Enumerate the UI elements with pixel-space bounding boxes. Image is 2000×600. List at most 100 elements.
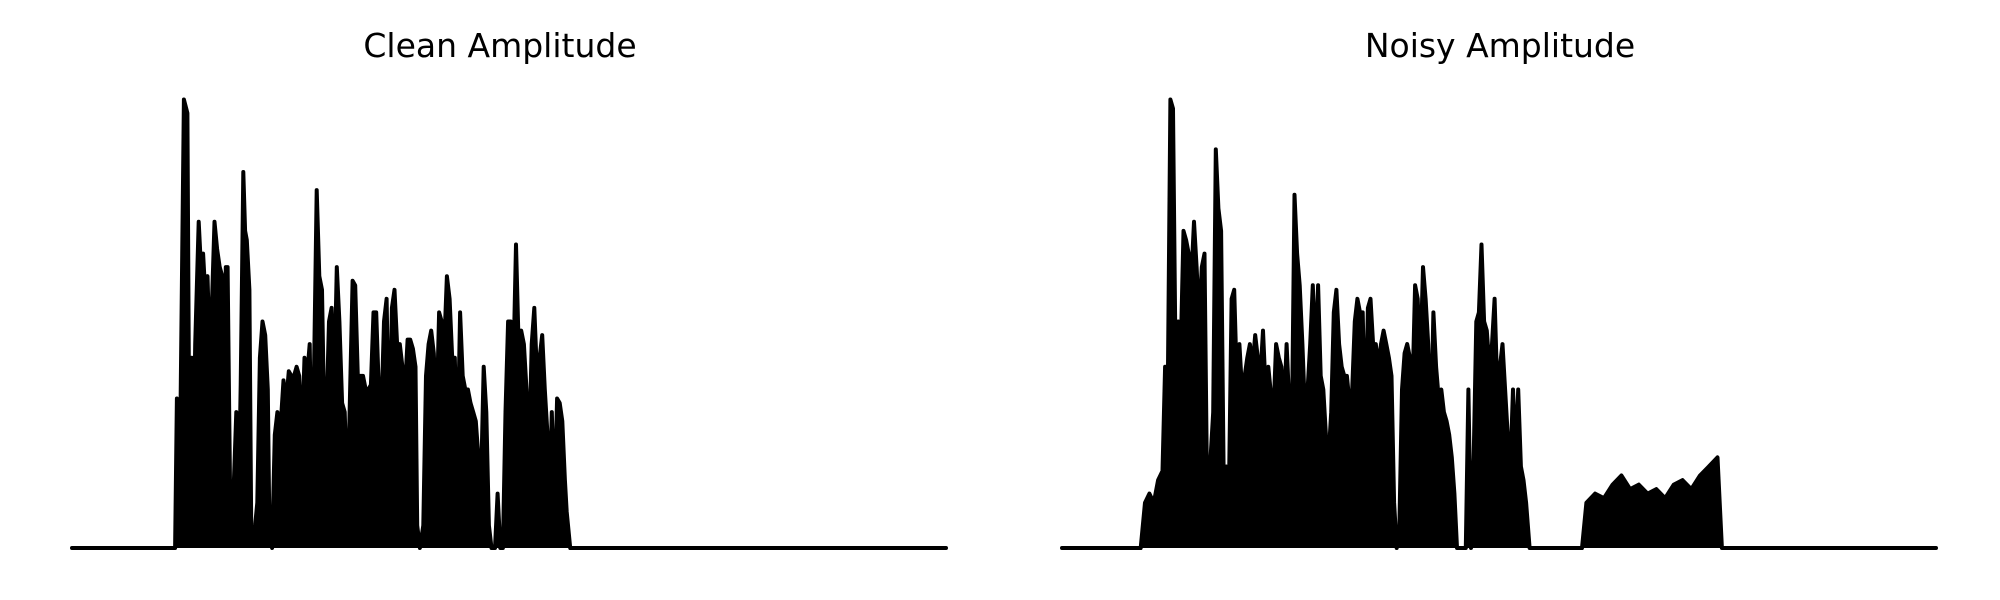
data-point: [356, 374, 360, 378]
data-point: [1472, 455, 1476, 459]
data-point: [1143, 501, 1147, 505]
data-point: [197, 220, 201, 224]
data-point: [398, 342, 402, 346]
chart-title: Clean Amplitude: [363, 26, 637, 65]
data-point: [241, 170, 245, 174]
data-point: [1166, 388, 1170, 391]
data-point: [303, 356, 306, 360]
data-point: [1442, 410, 1446, 414]
data-point: [1184, 238, 1188, 242]
data-point: [1480, 243, 1483, 246]
data-point: [292, 374, 296, 378]
data-point: [173, 546, 177, 550]
data-point: [1501, 342, 1504, 346]
data-point: [1400, 388, 1404, 391]
data-point: [243, 229, 247, 233]
data-point: [206, 274, 209, 278]
data-point: [1447, 433, 1451, 437]
data-point: [1439, 388, 1443, 391]
data-point: [403, 388, 407, 391]
data-point: [332, 388, 336, 391]
data-point: [1060, 546, 1064, 550]
data-point: [1337, 342, 1341, 346]
data-point: [182, 98, 186, 101]
data-point: [1411, 388, 1414, 391]
data-point: [532, 306, 536, 310]
data-point: [275, 410, 279, 414]
data-point: [258, 356, 262, 360]
data-point: [390, 306, 394, 310]
data-point: [185, 111, 189, 115]
data-point: [1245, 356, 1249, 360]
data-point: [568, 546, 572, 550]
data-point: [393, 288, 396, 292]
data-point: [1503, 388, 1507, 391]
data-point: [395, 342, 399, 346]
data-point: [1334, 288, 1338, 292]
data-point: [70, 546, 74, 550]
data-point: [1237, 342, 1241, 346]
data-point: [1353, 320, 1357, 323]
data-point: [305, 374, 309, 378]
data-point: [461, 374, 465, 378]
data-point: [361, 374, 365, 378]
data-point: [450, 356, 454, 360]
data-point: [1413, 283, 1417, 287]
data-point: [320, 288, 324, 292]
data-point: [387, 455, 391, 459]
data-point: [408, 338, 412, 342]
data-point: [210, 306, 214, 310]
data-point: [1205, 492, 1209, 496]
data-point: [351, 279, 355, 283]
data-point: [1222, 478, 1226, 482]
data-point: [418, 546, 422, 550]
data-point: [522, 342, 526, 346]
data-point: [315, 188, 319, 192]
data-point: [421, 523, 425, 527]
data-point: [535, 374, 539, 378]
data-point: [1345, 374, 1349, 378]
data-point: [471, 410, 475, 414]
data-point: [1243, 374, 1247, 378]
clean-amplitude-plot: [70, 97, 948, 550]
data-point: [1224, 465, 1228, 468]
data-point: [1593, 492, 1597, 496]
data-point: [445, 274, 449, 278]
data-point: [1361, 310, 1365, 314]
data-point: [1168, 98, 1172, 101]
data-point: [1324, 433, 1328, 437]
data-point: [1274, 342, 1278, 346]
data-point: [1277, 356, 1281, 360]
data-point: [193, 342, 197, 346]
data-point: [463, 388, 467, 391]
data-point: [1298, 283, 1302, 287]
data-point: [1266, 365, 1270, 369]
data-point: [322, 388, 326, 391]
data-point: [1450, 455, 1454, 459]
data-point: [469, 401, 472, 405]
data-point: [1395, 546, 1399, 550]
data-point: [201, 252, 205, 256]
data-point: [366, 388, 370, 391]
data-point: [340, 401, 344, 405]
data-point: [1293, 193, 1296, 197]
data-point: [178, 419, 182, 423]
data-point: [540, 333, 544, 337]
data-point: [1452, 492, 1456, 496]
data-point: [1672, 483, 1676, 487]
data-point: [1934, 546, 1938, 550]
data-point: [506, 320, 510, 323]
data-point: [1390, 374, 1393, 378]
data-point: [1147, 492, 1151, 496]
data-point: [1382, 329, 1386, 333]
data-point: [1376, 365, 1380, 369]
data-point: [414, 365, 417, 369]
data-point: [273, 433, 277, 437]
data-point: [1392, 501, 1396, 505]
data-point: [1176, 320, 1180, 323]
data-point: [1171, 107, 1175, 111]
data-point: [466, 388, 470, 391]
data-point: [1602, 496, 1606, 500]
data-point: [429, 329, 433, 333]
data-point: [1240, 388, 1244, 391]
